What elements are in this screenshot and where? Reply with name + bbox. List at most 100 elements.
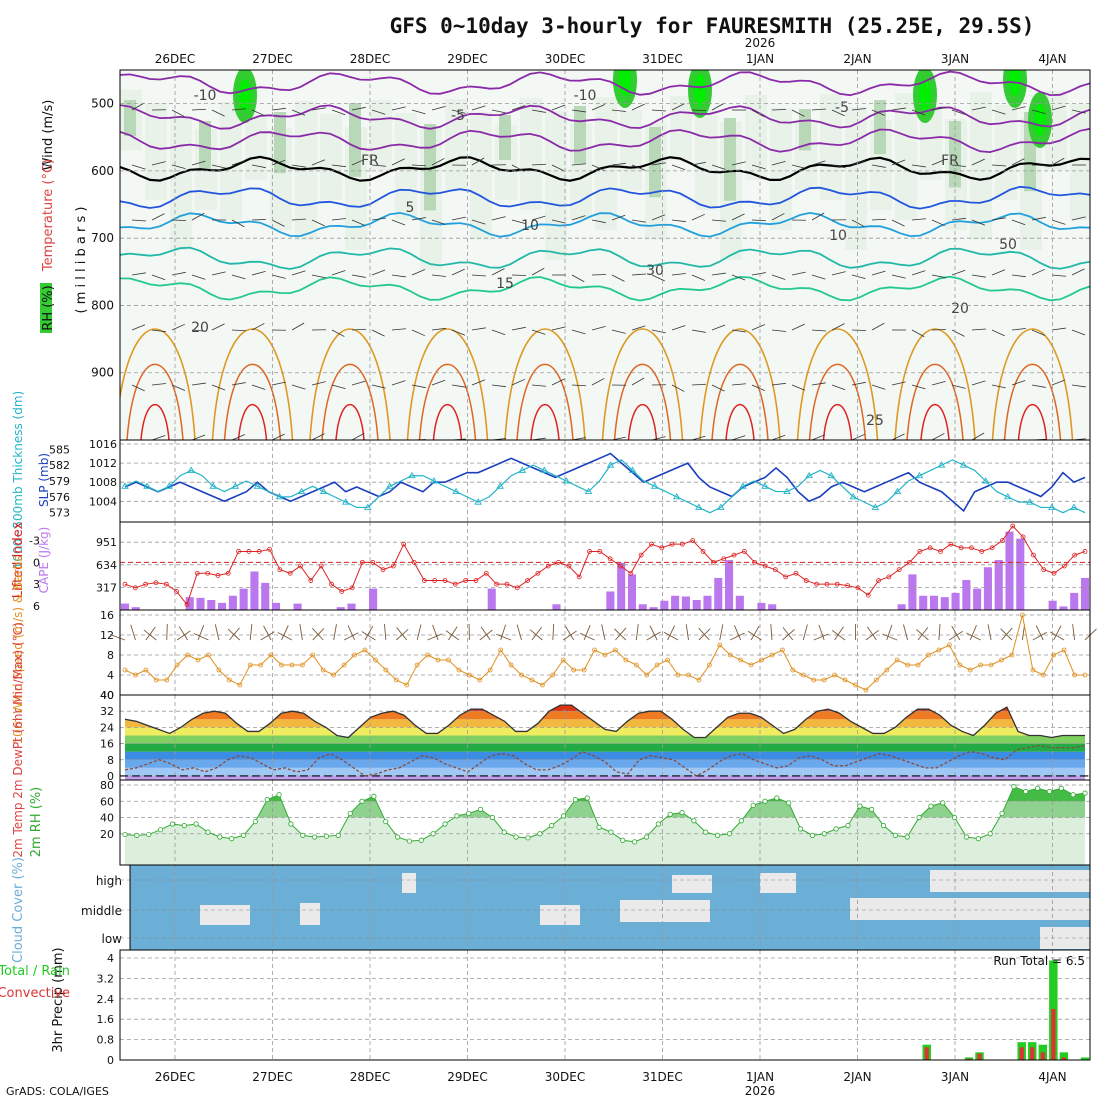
cape-bar (1070, 592, 1079, 610)
slp-tick: 1016 (89, 438, 117, 451)
lifted-point (597, 549, 603, 554)
wind-barb (531, 109, 546, 113)
wind-barb (1071, 329, 1086, 336)
wind-speed-point (1072, 672, 1077, 678)
wind-barb (511, 105, 526, 111)
rh-shade-light (770, 108, 792, 230)
warm-contour (906, 363, 964, 440)
thickness-point (209, 482, 218, 489)
wind-barb (591, 325, 606, 331)
warm-contour (406, 328, 489, 440)
rh-shade-light (370, 100, 392, 170)
wind-barb (971, 274, 986, 278)
wind-barb (771, 213, 785, 221)
warm-contour (711, 363, 769, 440)
wind-barb (249, 624, 253, 641)
rh2m-point (608, 829, 614, 835)
wind-speed-point (508, 662, 514, 668)
lifted-point (267, 546, 272, 552)
lifted-point (1041, 567, 1047, 573)
wind-barb (271, 433, 285, 440)
rh-shade-light (520, 98, 542, 210)
hot-contour (140, 404, 170, 440)
wind-barb (871, 218, 887, 221)
wind-barb (371, 329, 385, 337)
wind-barb (431, 327, 446, 331)
cape-bar (638, 604, 647, 610)
rh-shade-light (895, 93, 917, 220)
lifted-point (1051, 570, 1057, 576)
lifted-point (535, 570, 541, 576)
hot-contour (237, 404, 268, 440)
contour-label: 10 (829, 228, 847, 244)
thickness-point (937, 461, 946, 468)
temperature-contour (120, 104, 1090, 130)
lifted-point (236, 549, 241, 554)
rh2m-point (703, 829, 709, 835)
warm-contour (894, 328, 976, 440)
wind-barb (479, 629, 493, 641)
wind-speed-line (124, 614, 1085, 691)
wind-barb (631, 377, 645, 386)
wind-barb (667, 625, 676, 641)
wind-barb (987, 624, 992, 641)
rh2m-point (1034, 785, 1041, 791)
wind-barb (312, 627, 324, 641)
lifted-point (938, 549, 943, 554)
rh2m-point (809, 832, 816, 838)
cape-bar (983, 567, 992, 610)
precip-convective-bar (1040, 1052, 1045, 1060)
rh2m-point (181, 823, 187, 829)
wind-barb (551, 378, 565, 386)
lifted-point (690, 538, 696, 543)
wind-barb (391, 158, 405, 166)
cape-bar (703, 595, 712, 610)
lifted-point (370, 559, 376, 565)
wind-barb (531, 329, 546, 335)
wind-speed-point (946, 642, 952, 648)
wind-barb (711, 272, 726, 276)
wind-speed-point (195, 657, 201, 663)
thickness-point (474, 498, 482, 505)
rh-shade-light (470, 112, 492, 240)
wind-barb (197, 624, 205, 641)
thickness-point (959, 461, 968, 468)
wind-barb (563, 630, 577, 641)
wind-barb (171, 271, 186, 276)
cape-bar (487, 588, 496, 610)
cape-bar (228, 595, 237, 610)
rh2m-point (643, 834, 650, 840)
rh-shade-light (320, 114, 342, 200)
rh-shade-light (170, 116, 192, 250)
wind-barb (231, 434, 246, 440)
wind-barb (571, 329, 586, 335)
rh2m-point (679, 810, 685, 816)
wind-barb (451, 216, 466, 221)
rh2m-point (963, 834, 970, 840)
contour-label: FR (941, 153, 959, 169)
wind-barb (511, 219, 526, 225)
wind-barb (391, 328, 406, 331)
lifted-tick: 0 (33, 556, 40, 569)
wind-barb (813, 633, 829, 641)
wind-barb (1071, 109, 1086, 114)
wind-speed-point (832, 672, 837, 678)
lifted-point (504, 581, 510, 587)
rh-shade-mid (199, 121, 211, 170)
wind-barb (311, 107, 326, 111)
rh-shade-light (1070, 104, 1090, 220)
temp-tick: 24 (100, 721, 114, 734)
rh-shade-mid (724, 118, 736, 201)
rh-shade-mid (424, 124, 436, 211)
wind-barb (951, 384, 966, 389)
wind-barb (931, 159, 946, 166)
warm-contour (120, 328, 196, 440)
wind-barb (291, 270, 306, 276)
slp-line (124, 452, 1086, 513)
wind-barb (931, 433, 945, 440)
cape-bar (735, 595, 744, 610)
wind-barb (299, 624, 303, 641)
rh2m-line (124, 785, 1086, 843)
wind-barb (971, 432, 985, 440)
rh2m-point (892, 832, 898, 838)
